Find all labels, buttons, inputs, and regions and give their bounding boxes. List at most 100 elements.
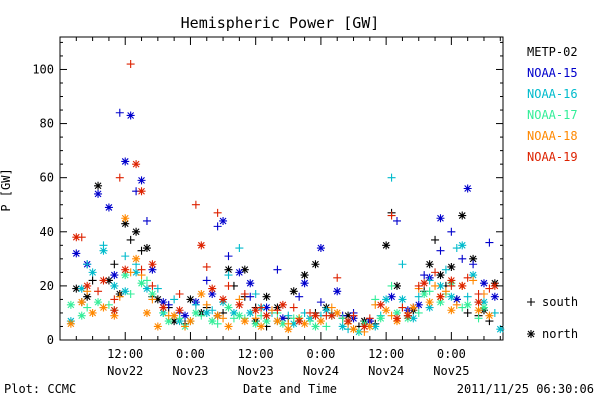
- data-point-north-shape: [142, 244, 151, 253]
- data-point-north-shape: [88, 308, 97, 317]
- data-point-south-shape: [273, 265, 282, 274]
- data-point-south-shape: [224, 252, 233, 261]
- data-point-north: [88, 268, 97, 277]
- data-point-south-shape: [387, 173, 396, 182]
- data-point-north: [474, 306, 483, 315]
- data-point-north-shape: [295, 317, 304, 326]
- data-point-north: [463, 184, 472, 193]
- data-point-north-shape: [344, 311, 353, 320]
- data-point-north-shape: [164, 317, 173, 326]
- data-point-north-shape: [175, 306, 184, 315]
- data-point-north: [360, 322, 369, 331]
- data-point-north-shape: [99, 246, 108, 255]
- data-point-south-shape: [88, 276, 97, 285]
- data-point-north: [338, 322, 347, 331]
- data-point-north: [273, 317, 282, 326]
- data-point-north: [224, 303, 233, 312]
- data-point-south: [153, 284, 162, 293]
- data-point-north-shape: [458, 281, 467, 290]
- data-point-north: [181, 311, 190, 320]
- data-point-north: [148, 265, 157, 274]
- data-point-north-shape: [458, 211, 467, 220]
- data-point-north-shape: [436, 271, 445, 280]
- data-point-south-shape: [398, 260, 407, 269]
- data-point-south-shape: [246, 292, 255, 301]
- data-point-north: [235, 300, 244, 309]
- x-tick-label-time: 12:00: [107, 347, 143, 361]
- data-point-north: [420, 279, 429, 288]
- data-point-north: [262, 303, 271, 312]
- data-point-north: [436, 292, 445, 301]
- data-point-north-shape: [490, 292, 499, 301]
- data-point-north-shape: [142, 308, 151, 317]
- data-point-south: [224, 281, 233, 290]
- data-point-north: [83, 281, 92, 290]
- data-point-north-shape: [458, 241, 467, 250]
- data-point-south-shape: [474, 290, 483, 299]
- data-point-north: [376, 300, 385, 309]
- data-point-south-shape: [316, 298, 325, 307]
- data-point-north-shape: [387, 292, 396, 301]
- data-point-south-shape: [202, 276, 211, 285]
- x-tick-label-date: Nov23: [238, 364, 274, 378]
- data-point-north-shape: [121, 214, 130, 223]
- data-point-south-shape: [240, 290, 249, 299]
- data-point-north: [153, 322, 162, 331]
- data-point-south-shape: [322, 322, 331, 331]
- data-point-north: [137, 187, 146, 196]
- data-point-north: [278, 319, 287, 328]
- y-tick-label: 60: [40, 171, 54, 185]
- data-point-south: [322, 322, 331, 331]
- legend-marker-plus: [527, 298, 535, 306]
- data-point-north: [420, 290, 429, 299]
- data-point-north: [349, 325, 358, 334]
- data-point-north-shape: [251, 319, 260, 328]
- data-point-north: [235, 311, 244, 320]
- data-point-south-shape: [431, 268, 440, 277]
- data-point-south-shape: [126, 290, 135, 299]
- data-point-south: [191, 300, 200, 309]
- data-point-south: [469, 276, 478, 285]
- data-point-north-shape: [126, 111, 135, 120]
- data-point-north-shape: [148, 265, 157, 274]
- data-point-north: [77, 298, 86, 307]
- legend-marker-plus-shape: [527, 298, 535, 306]
- marker-legend: south north: [527, 295, 578, 341]
- data-point-north-shape: [170, 317, 179, 326]
- data-point-north-shape: [469, 254, 478, 263]
- data-point-north: [66, 319, 75, 328]
- data-point-north: [262, 292, 271, 301]
- data-point-north-shape: [262, 311, 271, 320]
- data-point-north: [382, 241, 391, 250]
- data-point-north: [208, 290, 217, 299]
- data-point-north-shape: [181, 311, 190, 320]
- data-point-north: [202, 308, 211, 317]
- data-point-north: [235, 268, 244, 277]
- data-point-south: [273, 306, 282, 315]
- data-point-north-shape: [99, 303, 108, 312]
- data-point-north: [257, 322, 266, 331]
- legend-entry: NOAA-17: [527, 108, 578, 122]
- data-point-north: [469, 254, 478, 263]
- data-point-south: [458, 254, 467, 263]
- data-point-north-shape: [414, 300, 423, 309]
- data-point-north-shape: [273, 317, 282, 326]
- data-point-north-shape: [398, 295, 407, 304]
- data-point-south: [181, 322, 190, 331]
- data-point-north: [425, 303, 434, 312]
- data-point-north-shape: [333, 287, 342, 296]
- data-point-north-shape: [121, 271, 130, 280]
- data-point-south: [175, 290, 184, 299]
- data-point-north: [393, 308, 402, 317]
- data-point-south: [289, 303, 298, 312]
- plot-area: [59, 36, 505, 341]
- data-point-south: [137, 265, 146, 274]
- data-point-south-shape: [463, 292, 472, 301]
- data-point-south: [327, 303, 336, 312]
- data-point-north-shape: [153, 322, 162, 331]
- data-point-south: [170, 295, 179, 304]
- data-point-south: [431, 268, 440, 277]
- data-point-south: [202, 276, 211, 285]
- data-point-north-shape: [436, 281, 445, 290]
- data-point-north-shape: [94, 189, 103, 198]
